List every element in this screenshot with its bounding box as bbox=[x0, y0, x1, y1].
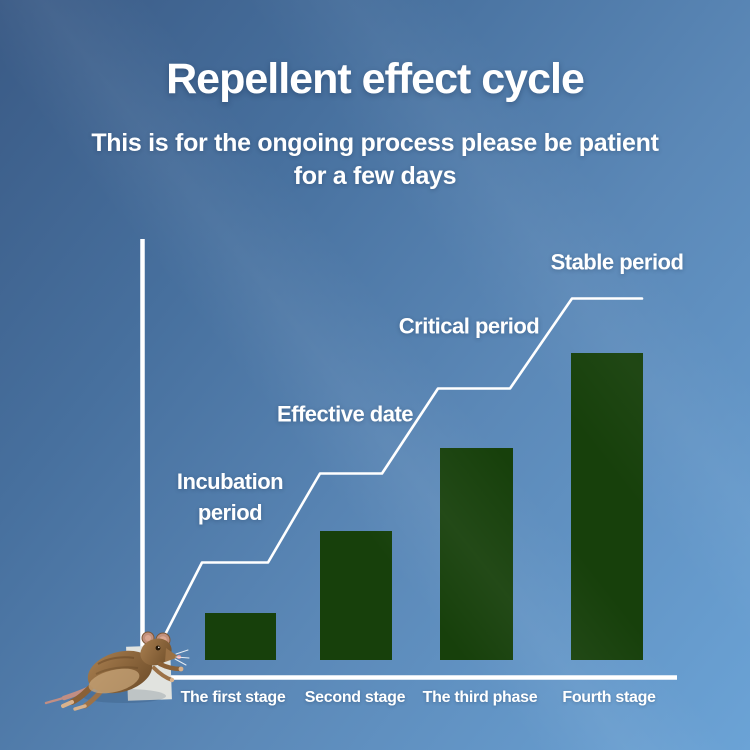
annotation-stable-period: Stable period bbox=[550, 249, 684, 275]
page-subtitle: This is for the ongoing process please b… bbox=[0, 127, 750, 193]
annotation-effective-date: Effective date bbox=[276, 401, 414, 427]
x-label-the-first-stage: The first stage bbox=[180, 689, 286, 706]
bar-the-third-phase bbox=[440, 448, 513, 660]
x-label-the-third-phase: The third phase bbox=[422, 689, 538, 706]
annotation-critical-period: Critical period bbox=[398, 313, 540, 339]
effect-step-line bbox=[146, 297, 644, 670]
subtitle-line-1: This is for the ongoing process please b… bbox=[91, 129, 659, 157]
bar-second-stage bbox=[320, 531, 392, 660]
chart-bars bbox=[205, 353, 643, 660]
step-line bbox=[146, 297, 644, 670]
chart-axes bbox=[140, 239, 677, 680]
page-title: Repellent effect cycle bbox=[166, 55, 585, 103]
subtitle-line-2: for a few days bbox=[293, 162, 457, 190]
x-label-fourth-stage: Fourth stage bbox=[562, 689, 656, 706]
x-label-second-stage: Second stage bbox=[304, 689, 406, 706]
mouse-image bbox=[44, 631, 190, 711]
bar-fourth-stage bbox=[571, 353, 643, 660]
annotation-incubation-period: Incubation period bbox=[176, 469, 284, 525]
mouse-body bbox=[44, 631, 190, 711]
bar-the-first-stage bbox=[205, 613, 276, 660]
